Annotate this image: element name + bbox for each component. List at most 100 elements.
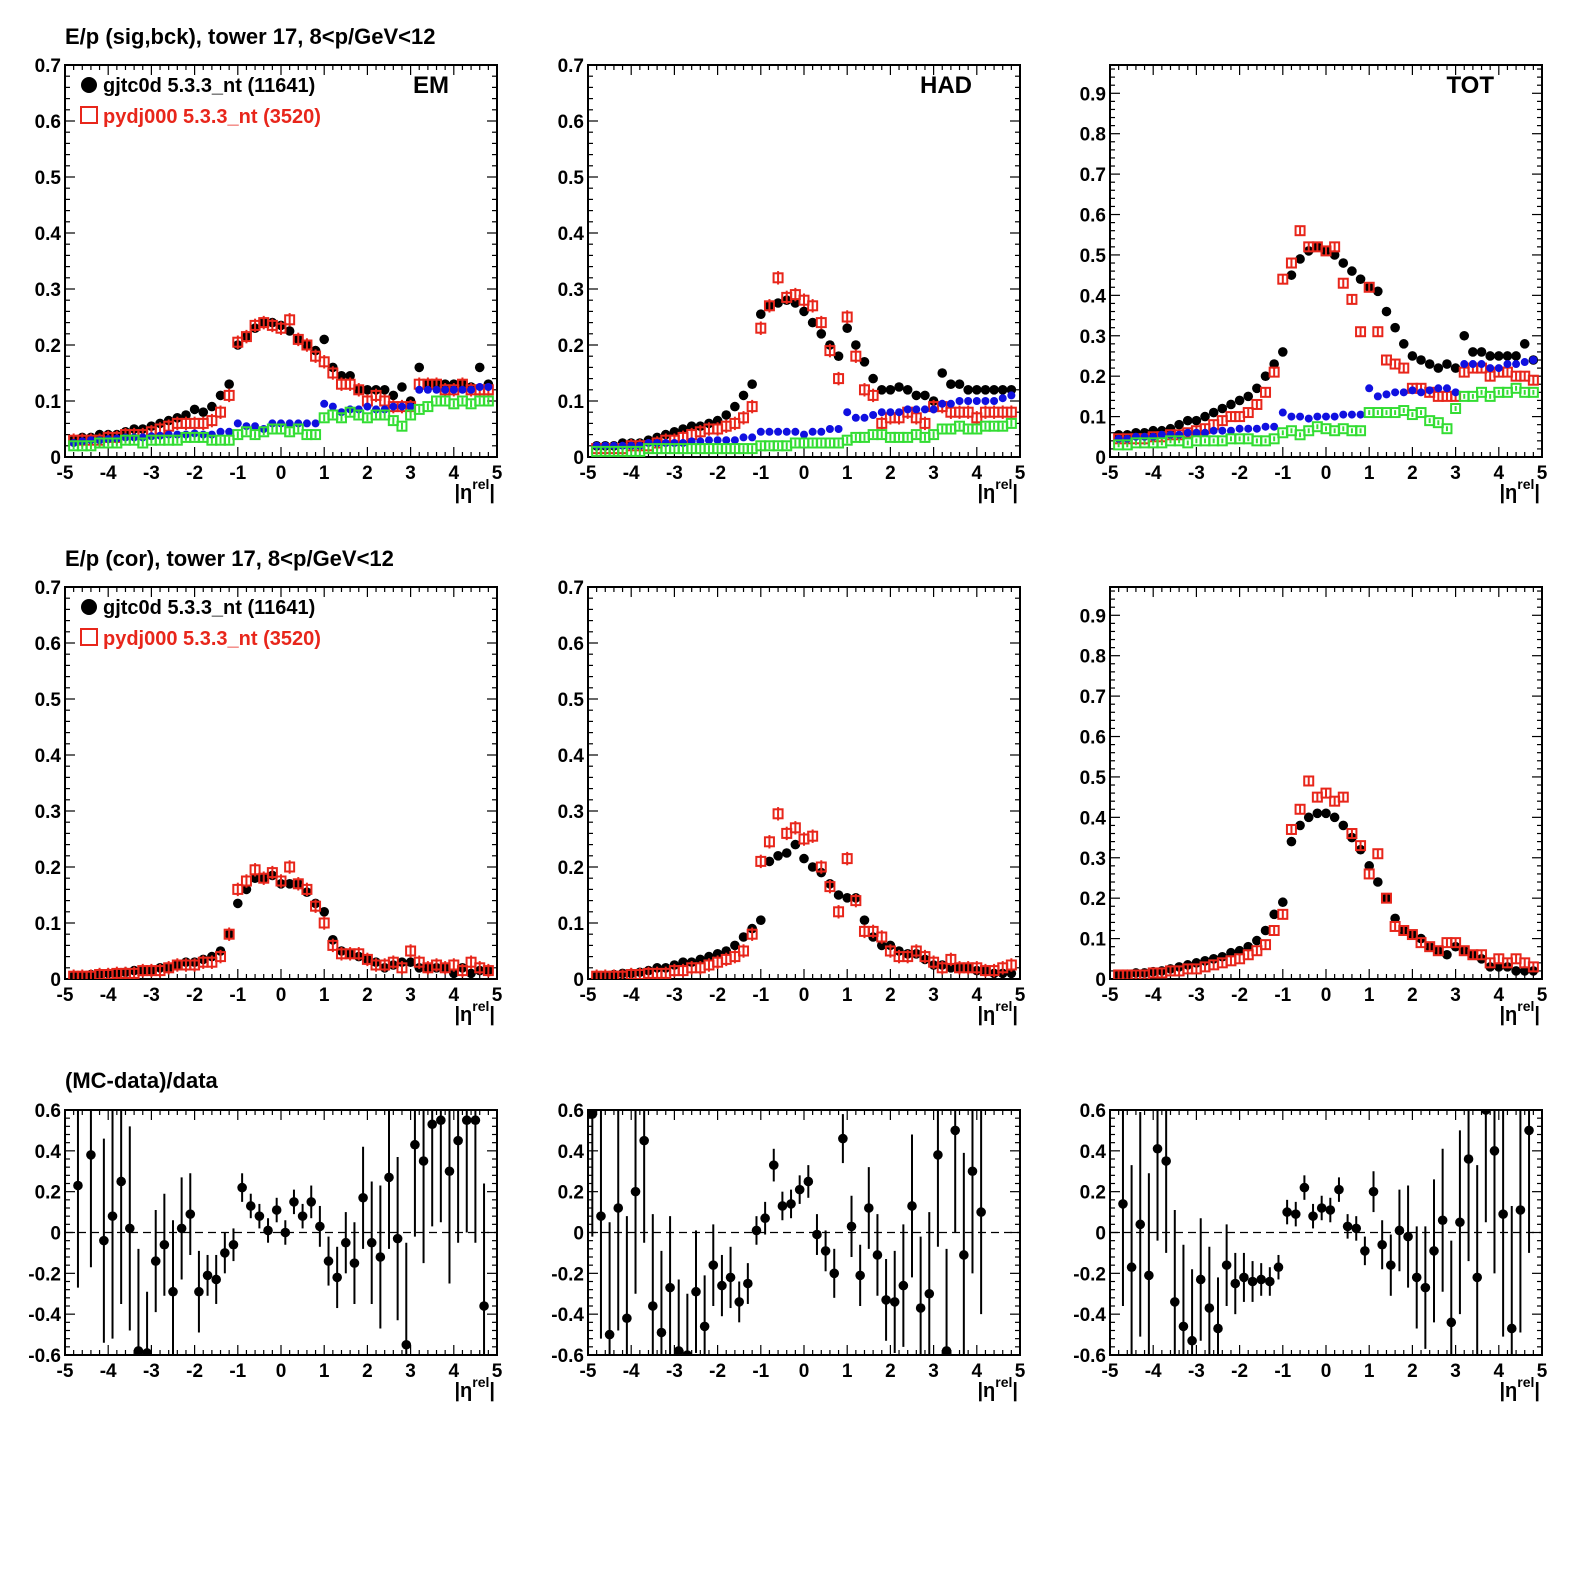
y-tick-label: 0.1: [1080, 408, 1107, 429]
x-tick-label: -2: [1231, 1361, 1248, 1382]
x-tick-label: -5: [57, 985, 74, 1006]
point-mc: [448, 959, 460, 971]
point-data: [967, 1166, 978, 1177]
x-tick-label: 4: [972, 1361, 983, 1382]
point-data: [1226, 399, 1236, 410]
point-data: [859, 357, 870, 367]
legend-mc-marker: [80, 106, 98, 124]
point-mc: [884, 945, 896, 957]
panel-1-1: -5 -4 -3 -2 -1 0 1 2 3 4 5 0 0.1 0.2 0.3 0.4 0.5 0.6 0.7 |η…: [558, 578, 1026, 1026]
x-axis-label: |ηrel|: [1499, 476, 1540, 504]
point-data: [150, 1256, 161, 1266]
x-axis-label: |ηrel|: [977, 998, 1018, 1026]
x-tick-label: -1: [752, 985, 769, 1006]
x-tick-label: -3: [143, 1361, 160, 1382]
point-data: [1135, 1219, 1146, 1230]
point-mc: [465, 956, 477, 968]
point-data: [254, 1211, 265, 1221]
point-data: [366, 1237, 377, 1248]
point-mc: [772, 272, 784, 284]
x-axis-label-bar: |: [1012, 482, 1018, 504]
point-mc: [772, 808, 784, 820]
point-bck_data: [843, 408, 852, 417]
point-bck_data: [860, 413, 869, 422]
point-mc: [1363, 281, 1375, 293]
point-data: [799, 853, 809, 864]
y-tick-label: 0: [1095, 1224, 1106, 1245]
point-data: [315, 1221, 325, 1232]
point-data: [1252, 935, 1262, 946]
point-data: [224, 379, 234, 390]
point-bck_data: [1278, 408, 1287, 417]
point-data: [820, 1246, 831, 1256]
x-tick-label: 5: [1015, 985, 1026, 1006]
point-data: [125, 1223, 135, 1234]
point-data: [1286, 836, 1297, 847]
point-data: [1290, 1209, 1301, 1219]
point-data: [1144, 1270, 1154, 1281]
point-data: [980, 385, 991, 395]
point-bck_mc: [1355, 425, 1367, 437]
point-bck_data: [302, 419, 311, 428]
point-mc: [353, 948, 365, 960]
x-tick-label: 3: [1450, 1361, 1461, 1382]
point-data: [829, 1268, 840, 1279]
point-bck_data: [233, 419, 242, 428]
x-tick-label: 3: [405, 1361, 416, 1382]
point-bck_data: [808, 427, 817, 436]
point-bck_data: [938, 399, 947, 408]
y-tick-label: -0.6: [1073, 1346, 1106, 1367]
y-tick-label: 0: [573, 970, 584, 991]
point-data: [1243, 941, 1254, 952]
x-tick-label: 4: [972, 985, 983, 1006]
point-data: [1476, 347, 1487, 357]
point-data: [418, 1156, 429, 1166]
x-axis-label-base: |η: [977, 482, 995, 504]
point-bck_data: [1149, 432, 1158, 441]
point-data: [202, 1270, 213, 1281]
point-bck_data: [825, 425, 834, 433]
point-data: [414, 362, 425, 373]
legend-mc-marker: [80, 628, 98, 646]
series-layer: [1113, 225, 1539, 451]
point-bck_mc: [1415, 407, 1427, 419]
point-data: [1182, 415, 1193, 426]
point-data: [1398, 339, 1409, 349]
x-tick-label: -2: [1231, 985, 1248, 1006]
point-bck_data: [285, 419, 294, 428]
x-tick-label: 0: [1321, 463, 1332, 484]
panel-0-0: -5 -4 -3 -2 -1 0 1 2 3 4 5 0 0.1 0.2 0.3 0.4 0.5 0.6 0.7 |η…: [35, 56, 503, 504]
x-tick-label: 2: [362, 1361, 373, 1382]
x-tick-label: -5: [57, 463, 74, 484]
point-mc: [867, 925, 879, 937]
point-data: [1006, 968, 1017, 979]
point-data: [1377, 1239, 1387, 1250]
y-tick-label: 0.8: [1080, 647, 1106, 668]
point-data: [332, 1272, 342, 1283]
point-data: [738, 932, 749, 942]
y-tick-label: 0.5: [558, 690, 585, 711]
point-bck_data: [1494, 364, 1503, 373]
x-axis-label: |ηrel|: [1499, 998, 1540, 1026]
y-tick-label: 0.6: [558, 112, 584, 133]
point-bck_data: [877, 408, 886, 417]
x-tick-label: 1: [319, 1361, 330, 1382]
point-data: [842, 323, 852, 334]
point-bck_mc: [1450, 403, 1462, 415]
point-bck_data: [1434, 384, 1443, 393]
legend-data-label: gjtc0d 5.3.3_nt (11641): [103, 597, 315, 619]
point-data: [937, 368, 948, 378]
x-tick-label: -5: [580, 1361, 597, 1382]
point-data: [1312, 808, 1323, 819]
x-tick-label: 1: [1364, 1361, 1375, 1382]
point-mc: [448, 384, 460, 396]
point-bck_mc: [335, 412, 347, 424]
x-tick-label: -3: [143, 463, 160, 484]
point-mc: [318, 356, 330, 368]
x-axis-label-base: |η: [977, 1380, 995, 1402]
point-bck_data: [1157, 430, 1166, 439]
x-tick-label: 3: [1450, 985, 1461, 1006]
y-tick-label: 0.2: [558, 858, 584, 879]
x-tick-label: 5: [1015, 1361, 1026, 1382]
point-data: [1247, 1276, 1258, 1287]
